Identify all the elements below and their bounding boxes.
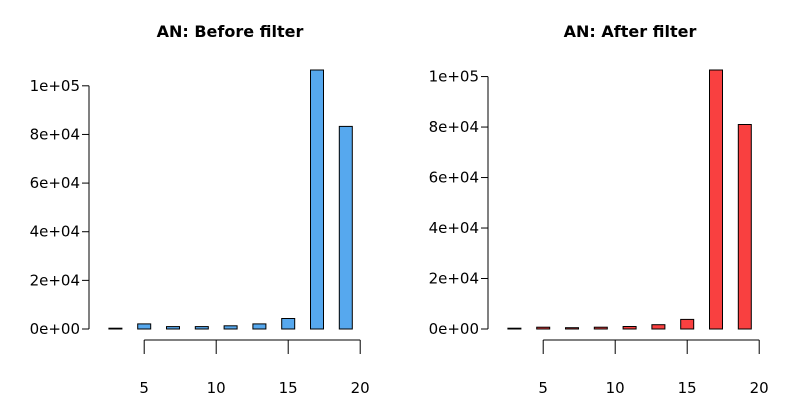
bar <box>137 323 152 330</box>
y-tick-label: 2e+04 <box>30 271 80 289</box>
chart-title-after: AN: After filter <box>564 22 697 41</box>
bar <box>565 327 579 330</box>
bar <box>680 318 695 330</box>
bar <box>622 326 637 330</box>
x-tick-label: 15 <box>279 379 298 397</box>
bar <box>737 124 752 330</box>
y-tick-label: 6e+04 <box>30 174 80 192</box>
panel-before-filter: AN: Before filter 0e+00 2e+04 4e+04 6e+04 8e… <box>30 22 370 397</box>
x-tick-label: 15 <box>678 379 697 397</box>
y-tick-label: 1e+05 <box>429 68 479 86</box>
x-tick-label: 5 <box>538 379 548 397</box>
chart-title-before: AN: Before filter <box>157 22 304 41</box>
bar <box>281 318 296 330</box>
panel-after-filter: AN: After filter 0e+00 2e+04 4e+04 6e+04 8e+… <box>429 22 769 397</box>
y-tick-label: 8e+04 <box>30 125 80 143</box>
x-tick-label: 10 <box>606 379 625 397</box>
bar <box>338 125 353 330</box>
bar <box>709 69 723 330</box>
y-tick-label: 4e+04 <box>429 219 479 237</box>
x-tick-label: 20 <box>750 379 769 397</box>
y-tick-label: 6e+04 <box>429 169 479 187</box>
y-tick-label: 4e+04 <box>30 223 80 241</box>
bar <box>166 326 180 330</box>
bar <box>536 326 551 330</box>
y-tick-label: 2e+04 <box>429 270 479 288</box>
bar <box>223 325 238 330</box>
x-tick-label: 5 <box>139 379 149 397</box>
bar <box>252 323 267 330</box>
bar <box>194 326 209 330</box>
bar <box>507 327 522 330</box>
y-tick-label: 0e+00 <box>429 320 479 338</box>
bar <box>108 327 123 330</box>
y-tick-label: 0e+00 <box>30 320 80 338</box>
bar <box>651 324 666 330</box>
y-tick-label: 1e+05 <box>30 77 80 95</box>
bar <box>593 326 608 330</box>
bar <box>310 69 324 330</box>
x-tick-label: 20 <box>351 379 370 397</box>
x-tick-label: 10 <box>207 379 226 397</box>
y-tick-label: 8e+04 <box>429 118 479 136</box>
